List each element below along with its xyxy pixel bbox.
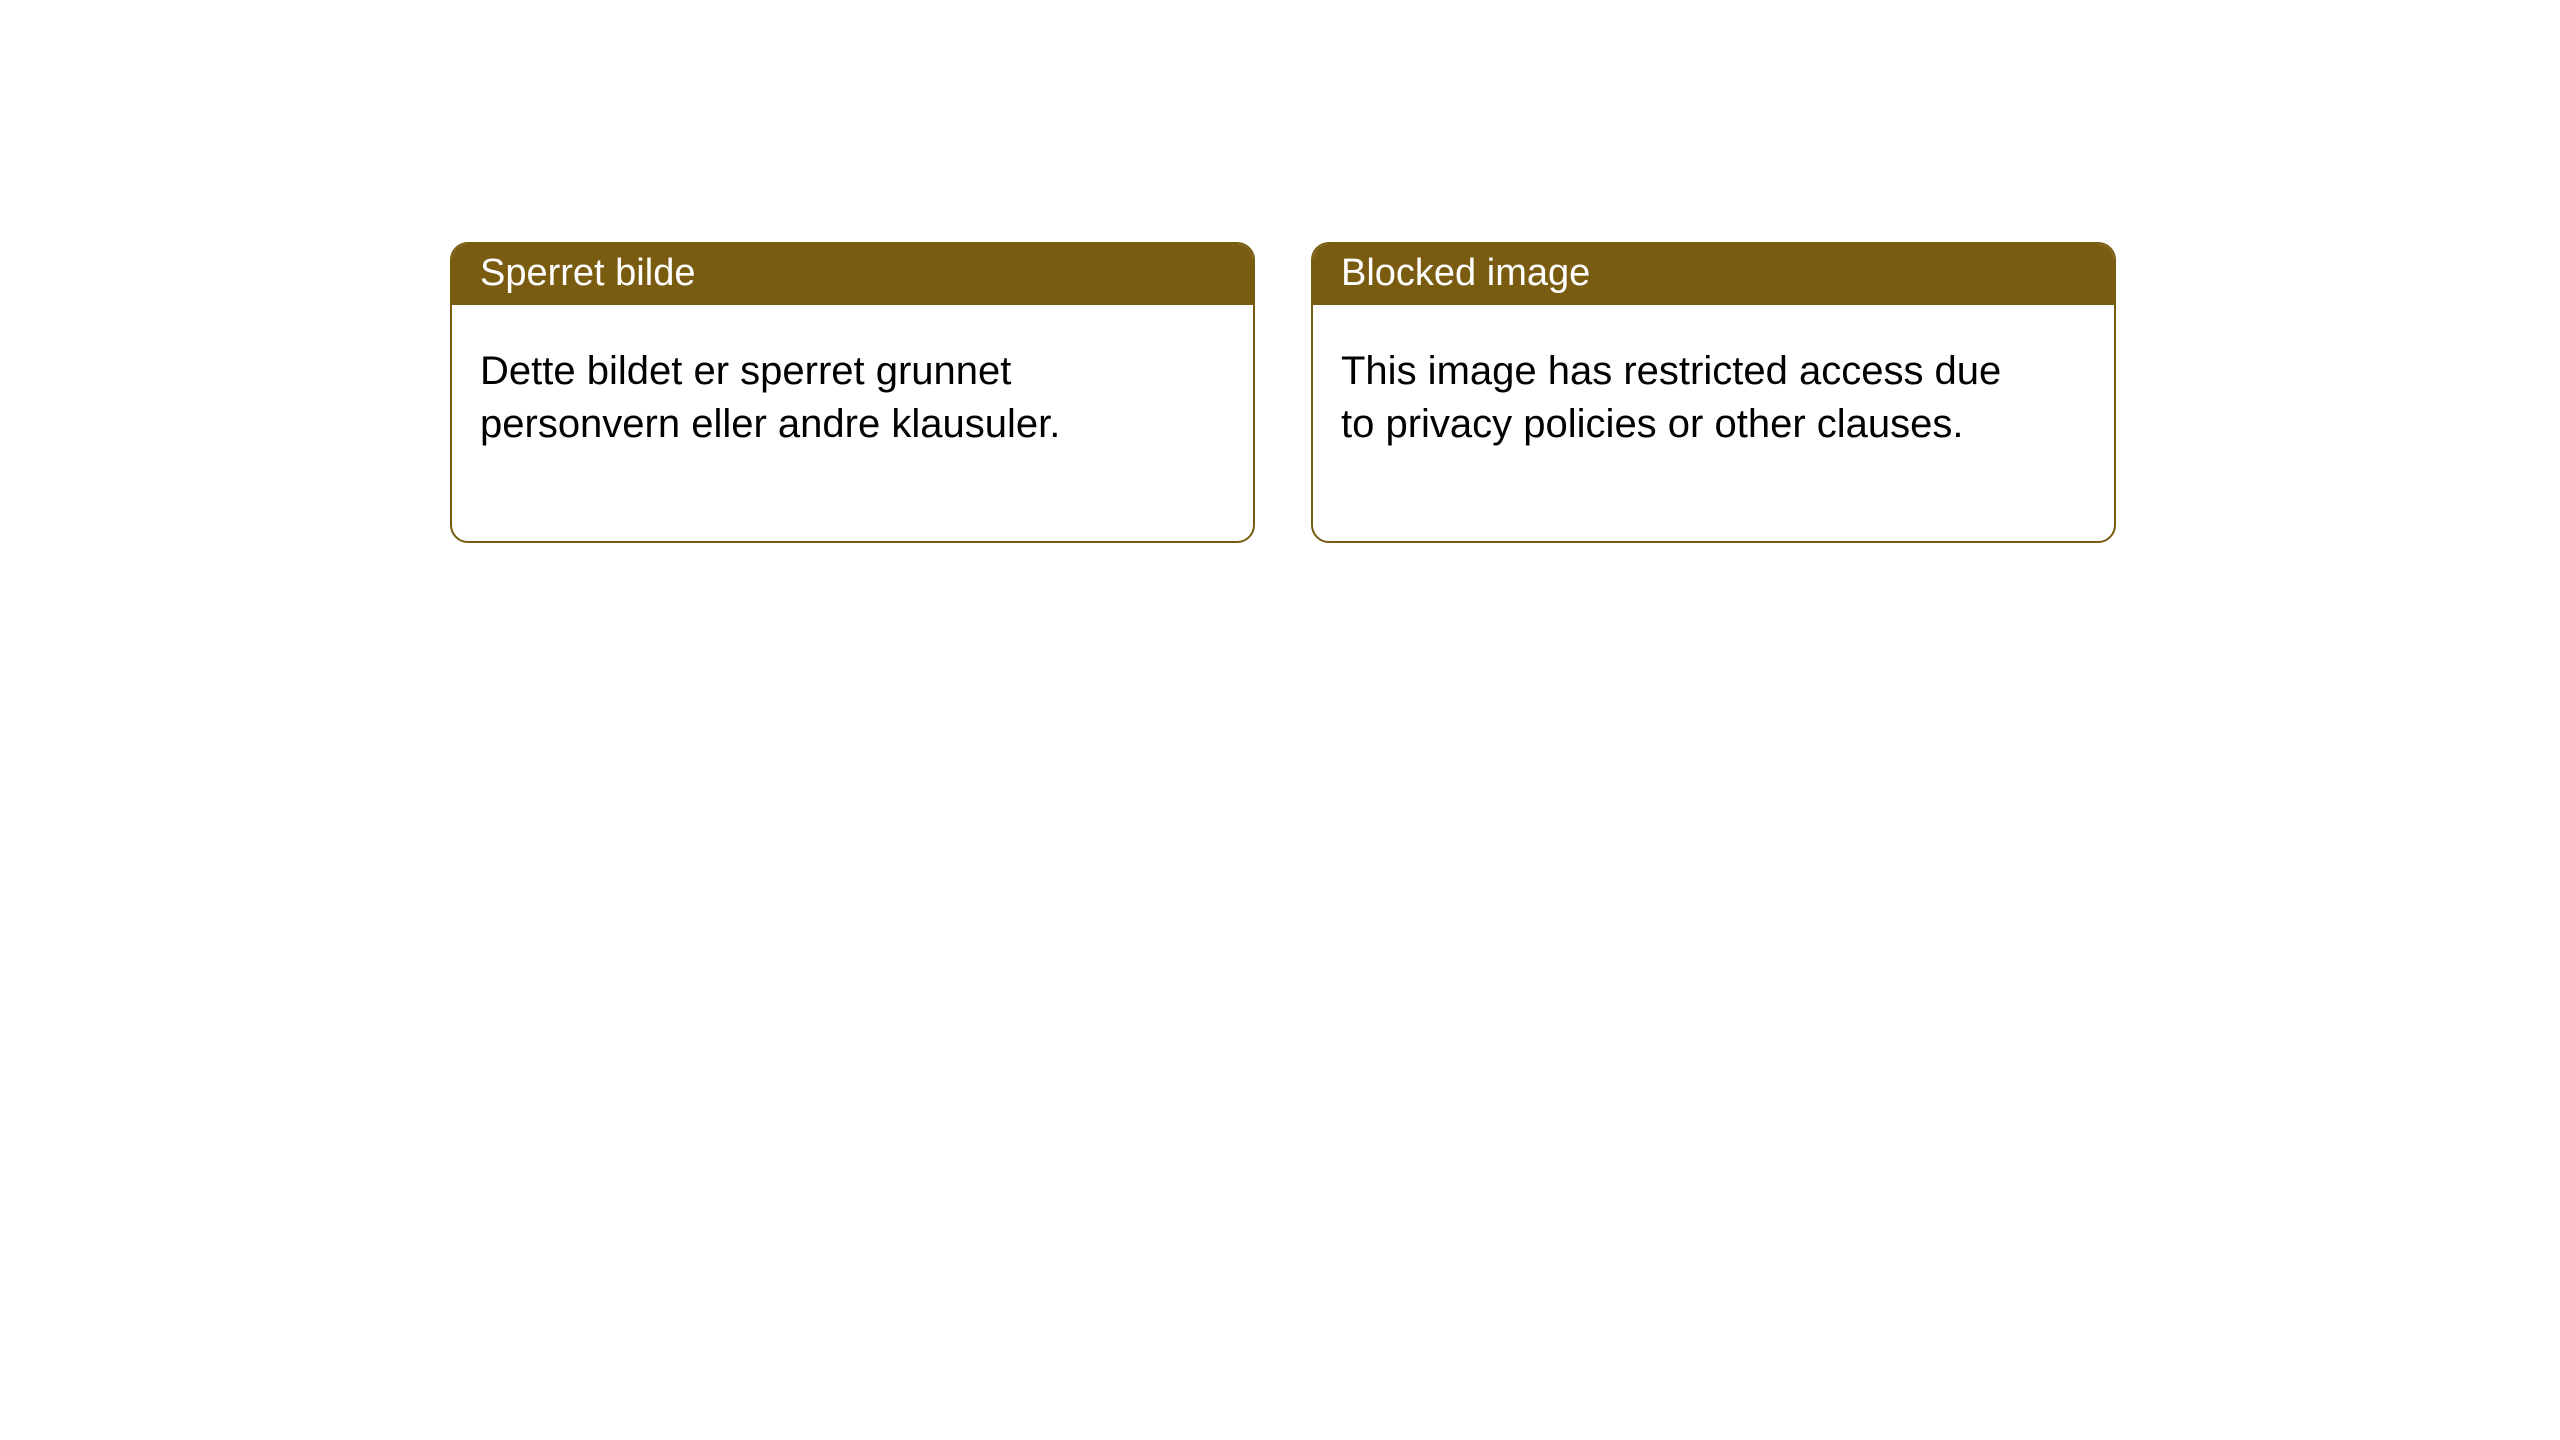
card-header: Sperret bilde — [452, 244, 1253, 305]
card-body: Dette bildet er sperret grunnet personve… — [452, 305, 1192, 541]
blocked-image-card-en: Blocked image This image has restricted … — [1311, 242, 2116, 543]
card-body: This image has restricted access due to … — [1313, 305, 2053, 541]
card-header: Blocked image — [1313, 244, 2114, 305]
card-container: Sperret bilde Dette bildet er sperret gr… — [0, 0, 2560, 543]
blocked-image-card-no: Sperret bilde Dette bildet er sperret gr… — [450, 242, 1255, 543]
